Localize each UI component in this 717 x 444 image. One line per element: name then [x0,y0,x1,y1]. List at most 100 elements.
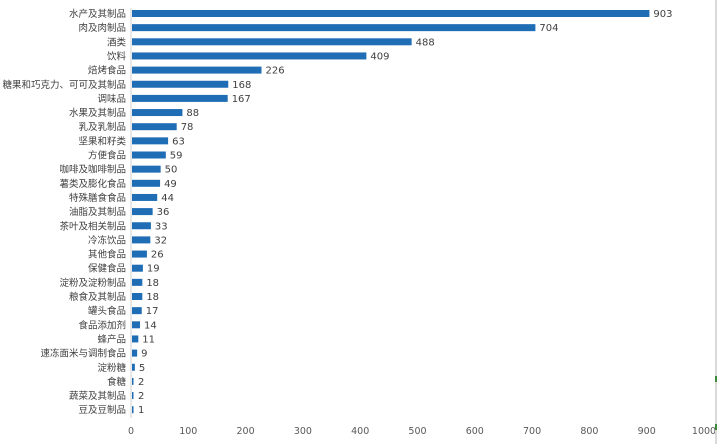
data-label: 18 [146,278,159,289]
category-label: 豆及豆制品 [78,404,126,416]
data-label: 63 [172,136,185,147]
bar [132,10,650,17]
category-label: 冷冻饮品 [88,234,126,246]
data-label: 49 [164,179,177,190]
data-label: 50 [165,165,178,176]
x-tick-label: 900 [638,426,656,437]
bar [132,193,158,201]
category-label: 饮料 [107,50,127,62]
x-tick-label: 700 [523,426,541,437]
data-label: 1 [138,405,144,416]
bar [132,349,138,357]
data-label: 409 [370,51,389,62]
category-label: 其他食品 [88,249,126,261]
category-label: 保健食品 [88,263,126,275]
bar [132,264,143,272]
bar [132,80,229,88]
x-tick-label: 800 [580,426,598,437]
edge-marker [715,376,717,382]
data-label: 26 [151,250,164,261]
bar [132,406,134,414]
data-label: 78 [181,122,194,133]
data-label: 88 [186,108,199,119]
category-label: 薯类及膨化食品 [59,178,126,190]
x-tick-label: 100 [179,426,197,437]
bar [132,321,141,329]
data-label: 18 [146,292,159,303]
category-labels: 水产及其制品肉及肉制品酒类饮料焙烤食品糖果和巧克力、可可及其制品调味品水果及其制… [2,8,126,416]
bar [132,307,142,315]
data-label: 2 [138,391,144,402]
data-label: 14 [144,320,157,331]
category-label: 调味品 [97,93,126,105]
data-label: 9 [141,349,147,360]
window-edge [715,0,717,444]
bar [132,179,161,187]
data-label: 2 [138,377,144,388]
bar [132,377,134,385]
category-label: 蔬菜及其制品 [69,390,126,402]
data-label: 33 [155,221,168,232]
bar [132,165,161,173]
bar [132,123,177,131]
category-label: 速冻面米与调制食品 [40,348,126,360]
bars [132,10,650,414]
category-label: 蜂产品 [97,333,126,345]
x-tick-label: 600 [466,426,484,437]
category-label: 食糖 [107,376,127,388]
category-label: 焙烤食品 [88,65,126,77]
bar [132,278,143,286]
edge-marker [715,424,717,430]
category-label: 方便食品 [88,150,126,162]
bar [132,52,367,60]
data-label: 5 [139,363,145,374]
data-label: 19 [147,264,160,275]
bar [132,24,536,32]
data-label: 11 [142,334,155,345]
bar [132,94,228,102]
data-label: 59 [170,151,183,162]
bar [132,151,166,159]
category-label: 水产及其制品 [69,8,126,20]
bar [132,392,134,400]
category-label: 罐头食品 [88,305,126,317]
data-label: 44 [161,193,174,204]
x-tick-label: 400 [351,426,369,437]
bar [132,293,143,300]
category-label: 乳及乳制品 [78,121,126,133]
category-label: 食品添加剂 [78,319,126,331]
x-tick-label: 200 [237,426,255,437]
bar [132,137,169,145]
category-label: 肉及肉制品 [78,22,126,34]
x-axis-ticks: 0 100 200 300 400 500 600 700 800 900 1000 [128,426,716,437]
category-label: 酒类 [107,36,127,48]
x-tick-label: 300 [294,426,312,437]
category-label: 糖果和巧克力、可可及其制品 [2,79,126,91]
category-label: 油脂及其制品 [69,206,126,218]
data-label: 36 [157,207,170,218]
value-labels: 9037044884092261681678878635950494436333… [138,9,673,416]
x-tick-label: 500 [408,426,426,437]
category-label: 特殊膳食食品 [69,192,126,204]
data-label: 17 [146,306,159,317]
data-label: 488 [416,37,435,48]
bar [132,335,139,343]
bar [132,38,412,46]
bar [132,222,151,230]
x-tick-label: 0 [128,426,134,437]
data-label: 226 [265,66,284,77]
bar [132,250,147,258]
data-label: 32 [154,235,167,246]
bar [132,109,183,117]
bar [132,66,262,74]
bar [132,208,153,216]
category-label: 咖啡及咖啡制品 [59,164,126,176]
x-tick-label: 1000 [692,426,716,437]
data-label: 903 [653,9,672,20]
category-label: 水果及其制品 [69,107,126,119]
bar [132,363,135,371]
category-label: 茶叶及相关制品 [59,220,126,232]
category-label: 坚果和籽类 [78,135,126,147]
data-label: 168 [232,80,251,91]
